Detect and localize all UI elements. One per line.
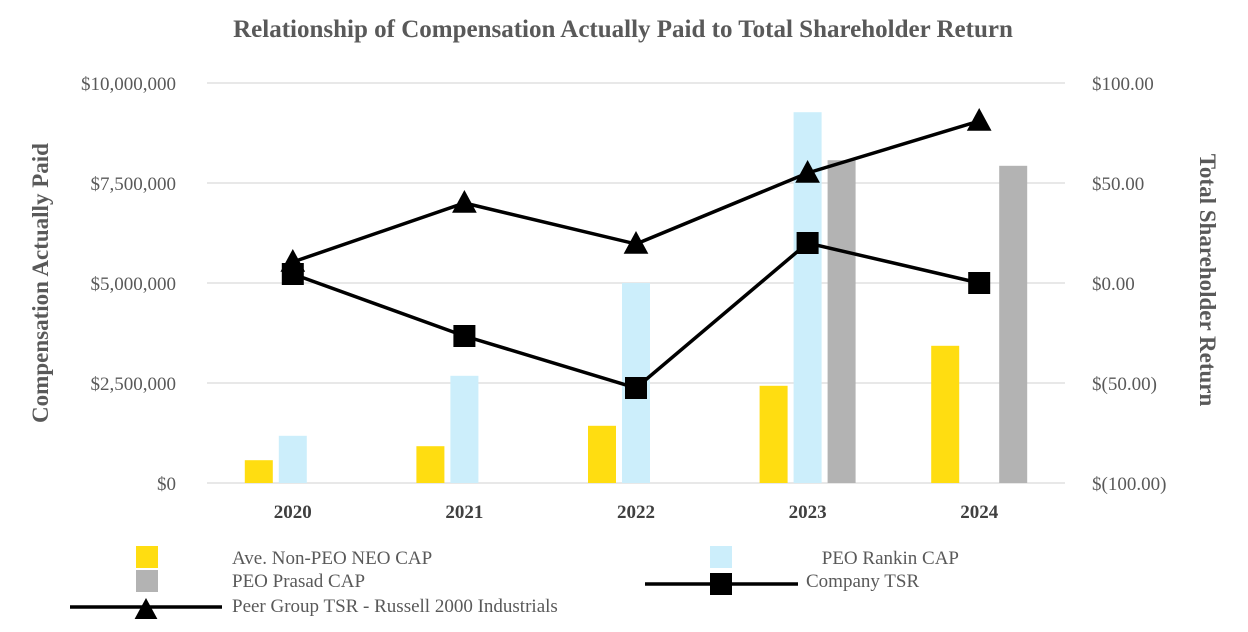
x-axis-ticks: 2020 2021 2022 2023 2024 bbox=[274, 502, 999, 523]
chart-title: Relationship of Compensation Actually Pa… bbox=[233, 16, 1013, 43]
y-tick-label: $0 bbox=[157, 474, 176, 495]
y-tick-label: $10,000,000 bbox=[81, 74, 176, 95]
legend: Ave. Non-PEO NEO CAP PEO Rankin CAP PEO Pr… bbox=[70, 546, 959, 619]
y-tick-label: $2,500,000 bbox=[91, 374, 177, 395]
point bbox=[968, 272, 991, 294]
y-tick-label: $7,500,000 bbox=[91, 174, 177, 195]
y-axis-ticks: $0 $2,500,000 $5,000,000 $7,500,000 $10,000,… bbox=[81, 74, 176, 495]
bar bbox=[450, 375, 479, 483]
legend-swatch bbox=[710, 546, 732, 568]
bar bbox=[999, 165, 1028, 484]
lines bbox=[280, 108, 992, 399]
bar bbox=[759, 385, 788, 483]
x-tick-label: 2024 bbox=[960, 502, 999, 523]
point bbox=[623, 231, 649, 254]
y2-axis-title: Total Shareholder Return bbox=[1195, 154, 1220, 407]
y2-tick-label: $(100.00) bbox=[1092, 474, 1166, 495]
legend-label: PEO Prasad CAP bbox=[232, 571, 365, 592]
bar bbox=[827, 160, 856, 483]
bar bbox=[588, 425, 616, 483]
point bbox=[710, 573, 732, 595]
bar bbox=[278, 435, 307, 483]
point bbox=[796, 232, 819, 254]
x-tick-label: 2021 bbox=[445, 502, 483, 523]
point bbox=[453, 325, 476, 347]
legend-label: PEO Rankin CAP bbox=[822, 548, 959, 569]
bar bbox=[416, 446, 445, 483]
bar bbox=[931, 345, 960, 483]
y2-tick-label: $(50.00) bbox=[1092, 374, 1157, 395]
x-tick-label: 2020 bbox=[274, 502, 312, 523]
y2-tick-label: $50.00 bbox=[1092, 174, 1144, 195]
point bbox=[625, 377, 647, 399]
legend-label: Company TSR bbox=[806, 571, 919, 592]
x-tick-label: 2023 bbox=[789, 502, 827, 523]
y2-tick-label: $0.00 bbox=[1092, 274, 1135, 295]
y2-axis-ticks: $(100.00) $(50.00) $0.00 $50.00 $100.00 bbox=[1092, 74, 1166, 495]
y-axis-title: Compensation Actually Paid bbox=[28, 143, 53, 423]
bar bbox=[244, 460, 273, 483]
legend-label: Peer Group TSR - Russell 2000 Industrial… bbox=[232, 596, 558, 617]
legend-swatch bbox=[136, 546, 158, 568]
point bbox=[452, 190, 477, 213]
point bbox=[280, 249, 306, 272]
point bbox=[966, 108, 992, 131]
point bbox=[795, 160, 820, 183]
point bbox=[134, 598, 158, 619]
x-tick-label: 2022 bbox=[617, 502, 655, 523]
y-tick-label: $5,000,000 bbox=[91, 274, 177, 295]
legend-label: Ave. Non-PEO NEO CAP bbox=[232, 548, 432, 569]
legend-swatch bbox=[136, 570, 158, 592]
y2-tick-label: $100.00 bbox=[1092, 74, 1154, 95]
